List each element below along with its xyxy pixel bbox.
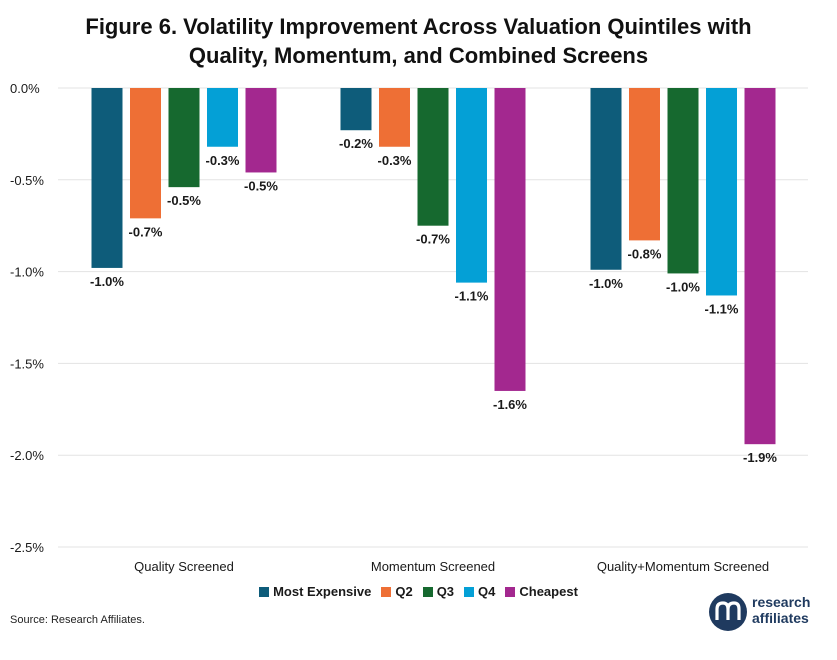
legend-item: Cheapest — [505, 584, 578, 599]
y-tick-label: 0.0% — [10, 81, 40, 96]
bar — [340, 88, 372, 131]
legend-label: Cheapest — [519, 584, 578, 600]
legend-swatch — [505, 587, 516, 598]
legend-label: Q2 — [395, 584, 413, 600]
legend-label: Q4 — [478, 584, 496, 600]
data-label: -0.7% — [416, 232, 450, 247]
y-tick-label: -2.5% — [10, 540, 44, 555]
research-affiliates-logo: research affiliates — [708, 592, 826, 632]
category-label: Quality+Momentum Screened — [597, 559, 769, 574]
bar — [245, 88, 277, 173]
source-note: Source: Research Affiliates. — [10, 614, 145, 626]
legend-label: Q3 — [436, 584, 455, 600]
data-label: -0.5% — [244, 178, 278, 193]
bar — [494, 88, 526, 391]
category-label: Momentum Screened — [371, 559, 495, 574]
data-label: -0.7% — [129, 224, 163, 239]
data-label: -0.2% — [339, 136, 373, 151]
chart-title: Figure 6. Volatility Improvement Across … — [0, 12, 837, 70]
data-label: -1.0% — [90, 274, 124, 289]
legend-item: Q3 — [422, 584, 455, 600]
bar — [379, 88, 410, 147]
legend-swatch — [259, 587, 270, 598]
bar — [207, 88, 238, 147]
bar — [456, 88, 487, 283]
data-label: -1.6% — [493, 397, 527, 412]
logo-mark-icon — [709, 593, 747, 631]
data-label: -0.3% — [378, 153, 412, 168]
y-tick-label: -0.5% — [10, 173, 44, 188]
y-tick-label: -2.0% — [10, 448, 44, 463]
data-label: -1.1% — [705, 301, 739, 316]
bar — [130, 88, 161, 219]
y-tick-label: -1.5% — [10, 356, 44, 371]
bar — [667, 88, 699, 274]
bar — [168, 88, 200, 188]
bar — [629, 88, 660, 241]
chart-title-line-2: Quality, Momentum, and Combined Screens — [188, 43, 649, 68]
bar — [744, 88, 776, 445]
logo-text-line-1: research — [752, 594, 811, 610]
data-label: -1.1% — [455, 289, 489, 304]
legend-item: Most Expensive — [259, 584, 371, 599]
bar-chart: 0.0%-0.5%-1.0%-1.5%-2.0%-2.5%-1.0%-0.2%-… — [10, 81, 808, 574]
legend-swatch — [464, 587, 475, 598]
bar — [590, 88, 622, 270]
data-label: -0.5% — [167, 193, 201, 208]
data-label: -1.9% — [743, 450, 777, 465]
data-label: -0.8% — [628, 246, 662, 261]
chart-title-line-1: Figure 6. Volatility Improvement Across … — [85, 14, 752, 39]
legend-swatch — [422, 587, 433, 598]
data-label: -1.0% — [666, 279, 700, 294]
data-label: -1.0% — [589, 276, 623, 291]
legend-label: Most Expensive — [273, 584, 372, 600]
legend-item: Q2 — [381, 584, 413, 600]
legend-item: Q4 — [464, 584, 495, 599]
bar — [706, 88, 737, 296]
logo-text-line-2: affiliates — [752, 610, 809, 626]
data-label: -0.3% — [206, 153, 240, 168]
category-label: Quality Screened — [134, 559, 234, 574]
y-tick-label: -1.0% — [10, 265, 44, 280]
bar — [417, 88, 449, 226]
legend-swatch — [381, 587, 392, 598]
bar — [91, 88, 123, 268]
legend: Most Expensive Q2 Q3 Q4 Cheapest — [0, 583, 837, 599]
